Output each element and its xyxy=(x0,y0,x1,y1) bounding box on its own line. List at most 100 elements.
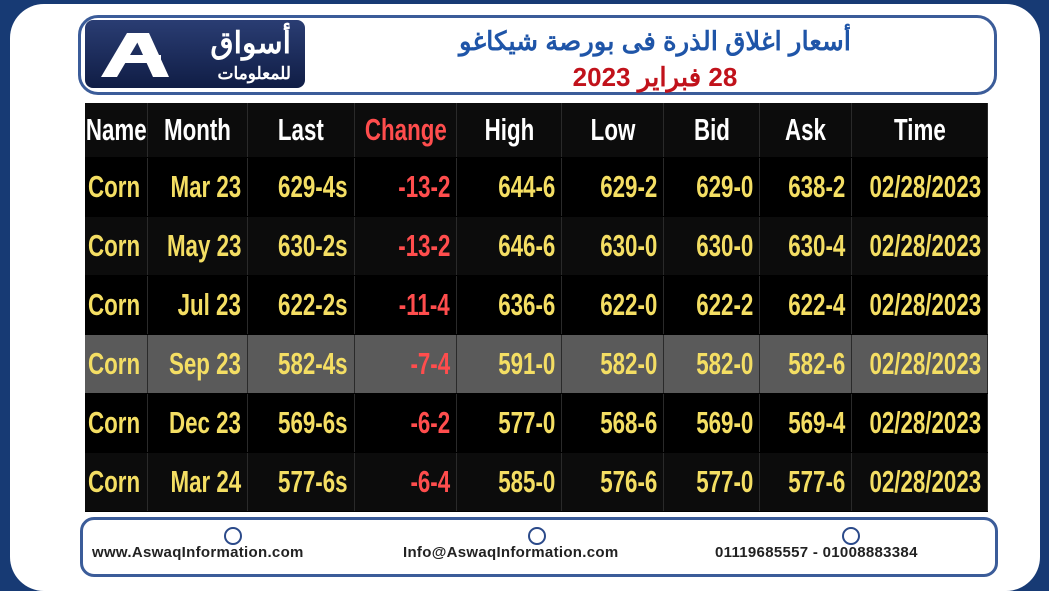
table-row: Corn Jul 23 622-2s -11-4 636-6 622-0 622-2 622-… xyxy=(85,276,988,334)
cell-text: Corn xyxy=(88,464,141,499)
cell-text: 629-0 xyxy=(695,169,753,204)
cell-text: Corn xyxy=(88,169,141,204)
cell-text: -6-2 xyxy=(410,405,450,440)
email: Info@AswaqInformation.com xyxy=(403,544,619,561)
table-cell: 629-4s xyxy=(248,158,355,216)
header-row: Name Month Last Change High Low Bid Ask Time xyxy=(85,103,988,157)
cell-text: Change xyxy=(364,112,447,147)
column-header: Ask xyxy=(760,103,852,157)
cell-text: 646-6 xyxy=(497,228,555,263)
phone: 01119685557 - 01008883384 xyxy=(715,544,918,561)
cell-text: Corn xyxy=(88,346,141,381)
table-cell: 02/28/2023 xyxy=(852,394,988,452)
cell-text: May 23 xyxy=(166,228,241,263)
cell-text: -7-4 xyxy=(410,346,450,381)
table-cell: Dec 23 xyxy=(148,394,248,452)
column-header: Change xyxy=(355,103,457,157)
table-cell: 630-4 xyxy=(760,217,852,275)
table-cell: 644-6 xyxy=(457,158,562,216)
table-cell: 02/28/2023 xyxy=(852,453,988,511)
table-row: Corn Mar 24 577-6s -6-4 585-0 576-6 577-0 577-6… xyxy=(85,453,988,511)
cell-text: Low xyxy=(590,112,635,147)
cell-text: Mar 24 xyxy=(170,464,241,499)
date: 28 فبراير 2023 xyxy=(572,62,738,92)
cell-text: 577-6 xyxy=(787,464,845,499)
table-cell: 636-6 xyxy=(457,276,562,334)
logo-title: أسواق xyxy=(210,27,291,60)
table-cell: Mar 24 xyxy=(148,453,248,511)
table-cell: -7-4 xyxy=(355,335,457,393)
table-cell: 577-6s xyxy=(248,453,355,511)
table-cell: Corn xyxy=(85,217,148,275)
table-cell: 622-0 xyxy=(562,276,664,334)
cell-text: Name xyxy=(85,112,147,147)
cell-text: 569-0 xyxy=(695,405,753,440)
table-cell: Corn xyxy=(85,158,148,216)
cell-text: -6-4 xyxy=(410,464,450,499)
table-cell: 630-0 xyxy=(664,217,760,275)
cell-text: 630-0 xyxy=(599,228,657,263)
table-row: Corn Sep 23 582-4s -7-4 591-0 582-0 582-0 582-6… xyxy=(85,335,988,393)
table-cell: 02/28/2023 xyxy=(852,335,988,393)
cell-text: Corn xyxy=(88,287,141,322)
table-cell: Corn xyxy=(85,453,148,511)
footer-icons xyxy=(224,527,860,545)
cell-text: 569-4 xyxy=(787,405,845,440)
cell-text: Month xyxy=(164,112,231,147)
table: Name Month Last Change High Low Bid Ask Time Corn… xyxy=(85,103,988,512)
cell-text: 630-4 xyxy=(787,228,845,263)
table-cell: 629-0 xyxy=(664,158,760,216)
table-cell: 585-0 xyxy=(457,453,562,511)
cell-text: 576-6 xyxy=(599,464,657,499)
table-cell: -6-4 xyxy=(355,453,457,511)
table-cell: Mar 23 xyxy=(148,158,248,216)
title: أسعار اغلاق الذرة فى بورصة شيكاغو xyxy=(459,26,851,56)
table-cell: Sep 23 xyxy=(148,335,248,393)
table-cell: 569-4 xyxy=(760,394,852,452)
table-cell: Corn xyxy=(85,276,148,334)
cell-text: 630-0 xyxy=(695,228,753,263)
cell-text: 582-0 xyxy=(695,346,753,381)
table-row: Corn Mar 23 629-4s -13-2 644-6 629-2 629-0 638-… xyxy=(85,158,988,216)
table-cell: 569-6s xyxy=(248,394,355,452)
table-cell: 582-4s xyxy=(248,335,355,393)
cell-text: Sep 23 xyxy=(169,346,241,381)
cell-text: 582-4s xyxy=(278,346,348,381)
cell-text: Ask xyxy=(785,112,826,147)
table-cell: 622-2s xyxy=(248,276,355,334)
table-cell: 622-4 xyxy=(760,276,852,334)
cell-text: 582-6 xyxy=(787,346,845,381)
column-header: Last xyxy=(248,103,355,157)
table-cell: 02/28/2023 xyxy=(852,217,988,275)
cell-text: Jul 23 xyxy=(177,287,241,322)
cell-text: 622-4 xyxy=(787,287,845,322)
column-header: Low xyxy=(562,103,664,157)
cell-text: 644-6 xyxy=(497,169,555,204)
table-cell: -11-4 xyxy=(355,276,457,334)
table-cell: 568-6 xyxy=(562,394,664,452)
cell-text: 622-2 xyxy=(695,287,753,322)
cell-text: 02/28/2023 xyxy=(869,287,981,322)
cell-text: 02/28/2023 xyxy=(869,169,981,204)
column-header: Month xyxy=(148,103,248,157)
table-cell: Corn xyxy=(85,335,148,393)
table-cell: -13-2 xyxy=(355,217,457,275)
cell-text: 591-0 xyxy=(497,346,555,381)
website: www.AswaqInformation.com xyxy=(92,544,304,561)
column-header: Time xyxy=(852,103,988,157)
cell-text: 585-0 xyxy=(497,464,555,499)
table-cell: May 23 xyxy=(148,217,248,275)
cell-text: 568-6 xyxy=(599,405,657,440)
cell-text: Mar 23 xyxy=(170,169,241,204)
cell-text: 577-6s xyxy=(278,464,348,499)
table-cell: Jul 23 xyxy=(148,276,248,334)
table-cell: 591-0 xyxy=(457,335,562,393)
logo-icon xyxy=(101,33,169,77)
table-cell: 582-6 xyxy=(760,335,852,393)
footer-box xyxy=(80,517,998,577)
cell-text: 02/28/2023 xyxy=(869,346,981,381)
table-cell: 629-2 xyxy=(562,158,664,216)
table-cell: 577-0 xyxy=(457,394,562,452)
logo: أسواق للمعلومات xyxy=(85,20,305,88)
